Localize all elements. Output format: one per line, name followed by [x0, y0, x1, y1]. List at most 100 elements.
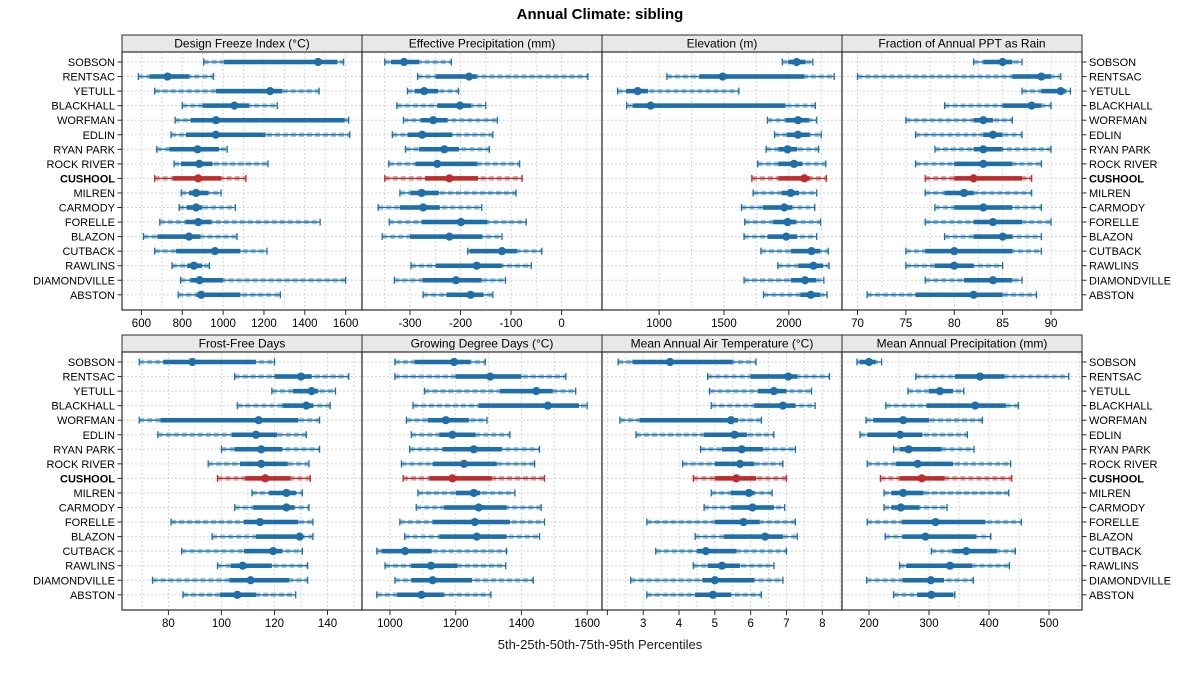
site-label-right: BLACKHALL	[1089, 401, 1153, 413]
x-tick-label: 75	[899, 318, 912, 330]
site-label-right: DIAMONDVILLE	[1089, 575, 1171, 587]
x-tick-label: 1600	[333, 318, 359, 330]
median-dot	[417, 590, 426, 599]
median-dot	[1056, 87, 1065, 96]
median-dot	[417, 188, 426, 198]
site-label-right: DIAMONDVILLE	[1089, 275, 1171, 287]
site-label-left: CUSHOOL	[60, 473, 115, 485]
panel-title: Fraction of Annual PPT as Rain	[878, 37, 1045, 51]
median-dot	[474, 503, 483, 512]
median-dot	[469, 488, 478, 498]
chart-title: Annual Climate: sibling	[516, 6, 684, 23]
median-dot	[261, 474, 270, 483]
x-tick-label: 1000	[377, 618, 403, 630]
site-label-left: SOBSON	[68, 357, 115, 369]
median-dot	[451, 276, 461, 285]
site-label-left: CUSHOOL	[60, 173, 115, 185]
median-dot	[197, 290, 206, 299]
median-dot	[163, 72, 172, 81]
site-label-left: CUTBACK	[62, 246, 115, 258]
site-label-right: RYAN PARK	[1089, 444, 1151, 456]
median-dot	[532, 387, 541, 396]
median-dot	[931, 517, 940, 527]
x-tick-label: 140	[318, 618, 337, 630]
site-label-right: CARMODY	[1089, 203, 1146, 215]
site-label-left: CUTBACK	[62, 546, 115, 558]
site-label-left: BLAZON	[71, 532, 115, 544]
median-dot	[780, 203, 789, 212]
x-tick-label: -200	[449, 318, 472, 330]
median-dot	[975, 372, 985, 381]
site-label-left: RENTSAC	[62, 72, 115, 84]
x-tick-label: 7	[783, 618, 789, 630]
median-dot	[428, 576, 437, 585]
x-axis-caption: 5th-25th-50th-75th-95th Percentiles	[497, 637, 703, 652]
x-tick-label: 0	[558, 318, 564, 330]
median-dot	[782, 232, 791, 241]
median-dot	[469, 445, 478, 454]
median-dot	[950, 261, 959, 270]
median-dot	[269, 547, 278, 556]
panel-title: Elevation (m)	[687, 37, 758, 51]
median-dot	[466, 290, 475, 299]
median-dot	[988, 276, 998, 285]
median-dot	[789, 159, 799, 168]
median-dot	[927, 590, 936, 599]
site-label-right: ABSTON	[1089, 290, 1134, 302]
median-dot	[307, 387, 316, 396]
median-dot	[979, 159, 988, 168]
median-dot	[899, 488, 908, 498]
median-dot	[302, 401, 311, 410]
site-label-right: BLACKHALL	[1089, 101, 1153, 113]
site-label-right: CARMODY	[1089, 503, 1146, 515]
median-dot	[732, 474, 741, 483]
median-dot	[950, 247, 959, 256]
x-tick-label: 6	[747, 618, 753, 630]
site-label-left: MILREN	[73, 188, 115, 200]
x-tick-label: 300	[919, 618, 938, 630]
median-dot	[708, 590, 718, 599]
panel-title: Mean Annual Precipitation (mm)	[877, 337, 1048, 351]
median-dot	[188, 357, 197, 367]
median-dot	[189, 261, 198, 270]
x-tick-label: 1600	[574, 618, 600, 630]
median-dot	[313, 57, 323, 67]
x-tick-label: 1400	[509, 618, 535, 630]
median-dot	[935, 387, 944, 396]
x-tick-label: 1500	[711, 318, 737, 330]
site-label-right: ABSTON	[1089, 590, 1134, 602]
x-tick-label: 120	[265, 618, 284, 630]
site-label-right: WORFMAN	[1089, 115, 1147, 127]
median-dot	[800, 276, 810, 285]
x-tick-label: 5	[712, 618, 718, 630]
median-dot	[1037, 72, 1046, 81]
site-label-left: RYAN PARK	[53, 444, 115, 456]
median-dot	[793, 116, 802, 125]
site-label-left: ROCK RIVER	[47, 459, 116, 471]
site-label-right: MILREN	[1089, 188, 1131, 200]
median-dot	[459, 459, 469, 468]
median-dot	[959, 188, 969, 198]
panel-title: Frost-Free Days	[199, 337, 286, 351]
site-label-right: EDLIN	[1089, 430, 1121, 442]
median-dot	[633, 87, 642, 96]
median-dot	[896, 430, 905, 439]
x-tick-label: 1000	[646, 318, 672, 330]
median-dot	[710, 576, 719, 585]
panel-border	[841, 51, 1083, 311]
site-label-left: BLACKHALL	[51, 401, 115, 413]
median-dot	[945, 561, 955, 570]
median-dot	[913, 459, 922, 468]
median-dot	[717, 561, 727, 570]
median-dot	[783, 145, 792, 154]
median-dot	[969, 290, 978, 299]
median-dot	[296, 372, 306, 381]
median-dot	[962, 547, 971, 556]
median-dot	[254, 416, 263, 425]
median-dot	[646, 101, 655, 110]
median-dot	[896, 503, 905, 512]
site-label-right: RAWLINS	[1089, 561, 1139, 573]
median-dot	[969, 174, 978, 183]
median-dot	[730, 430, 739, 439]
median-dot	[429, 116, 438, 125]
